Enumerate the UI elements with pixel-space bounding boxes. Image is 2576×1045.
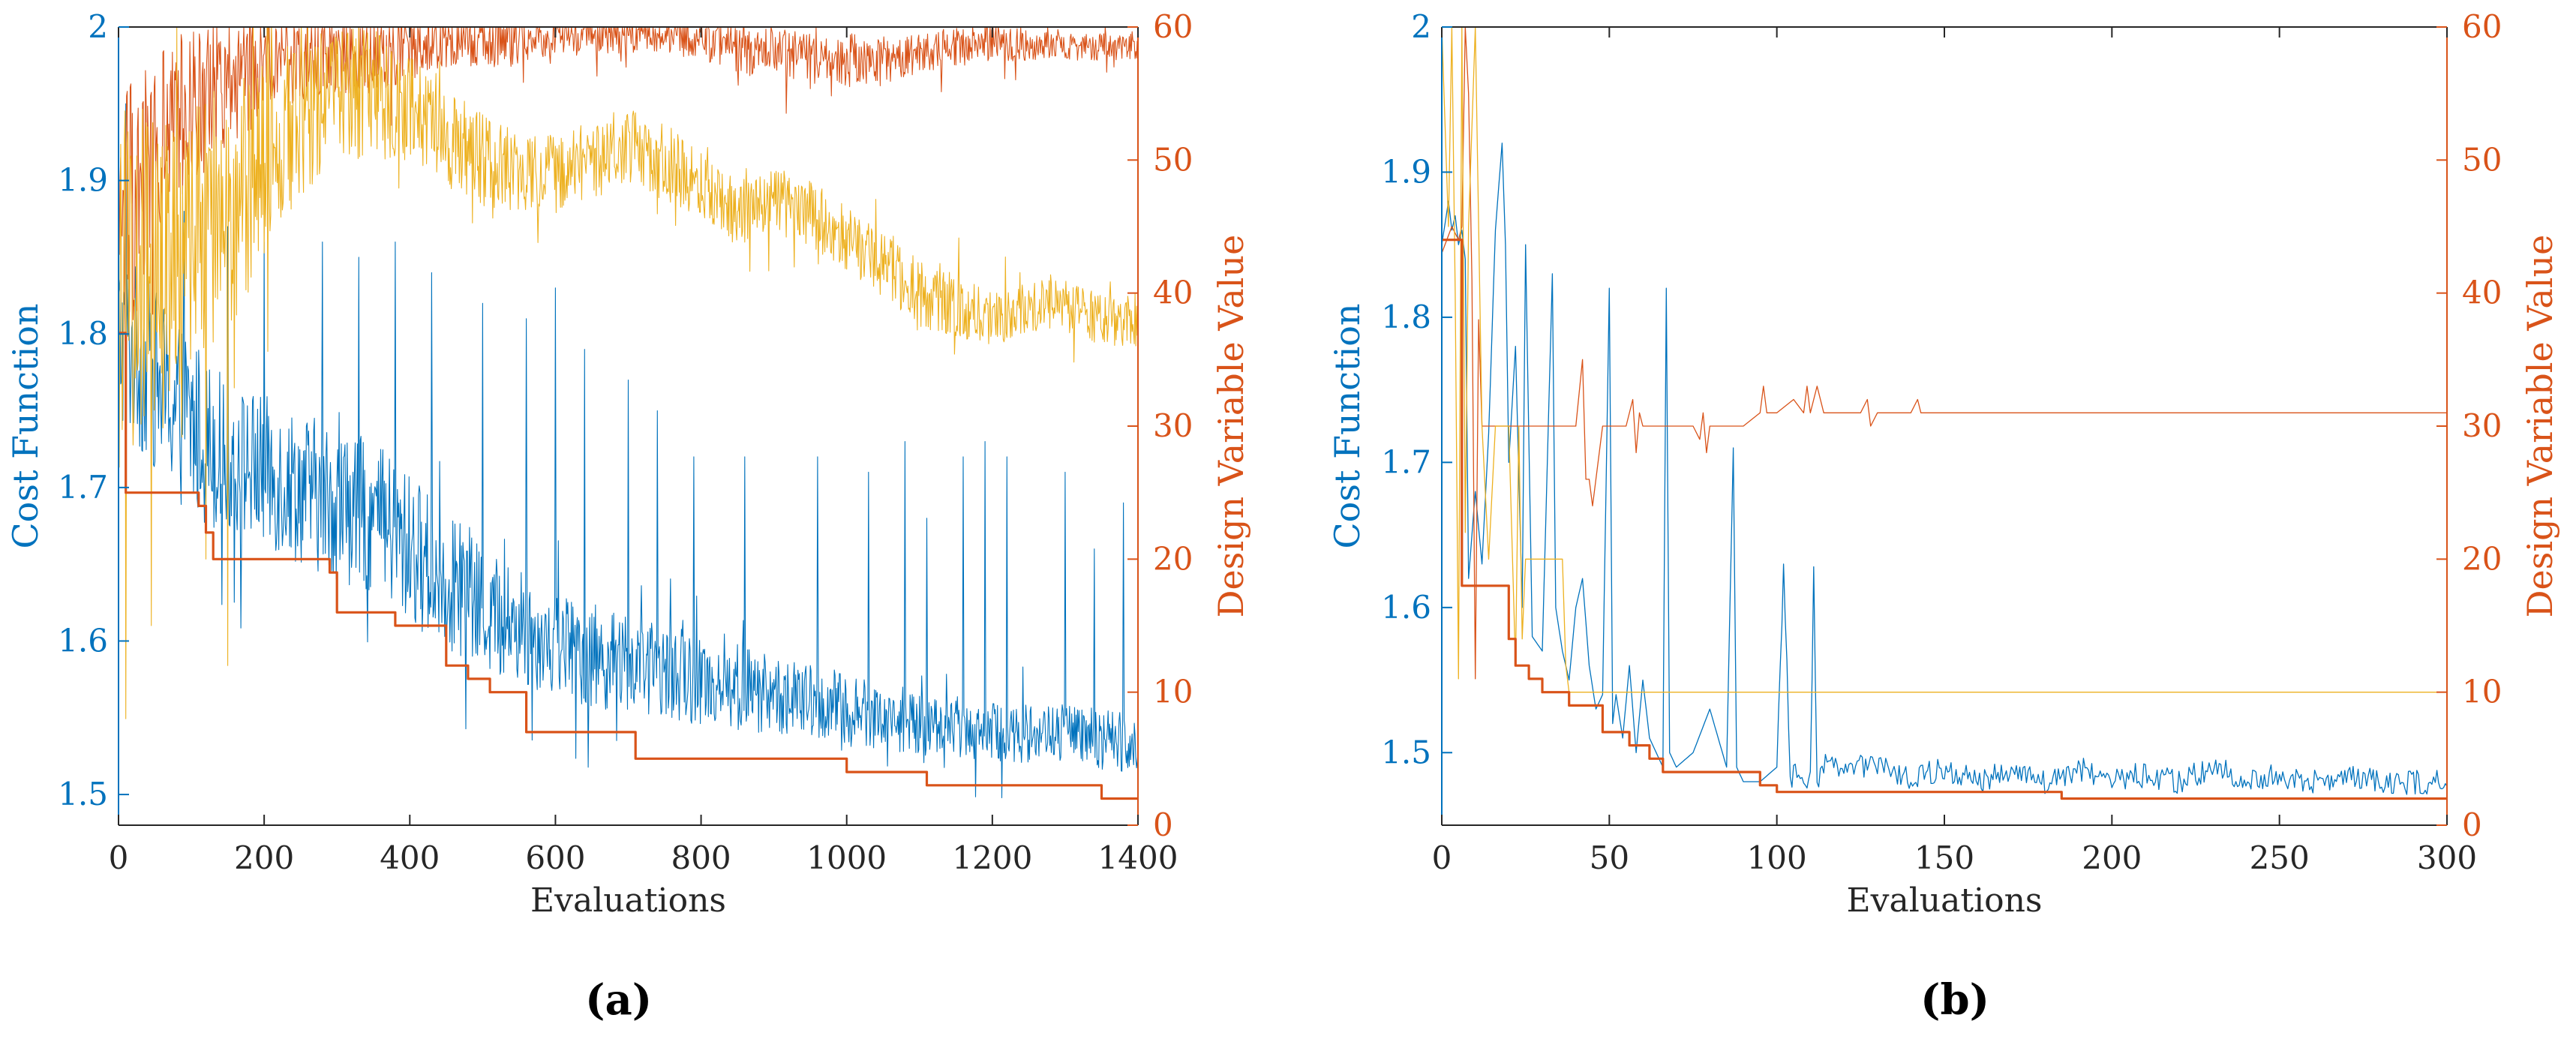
panel-label-a: (a) <box>585 975 653 1025</box>
left-y-axis-label: Cost Function <box>1327 303 1368 548</box>
left-y-tick-label: 1.5 <box>58 776 108 812</box>
left-y-tick-label: 1.9 <box>1381 153 1431 190</box>
left-y-tick-label: 2 <box>1411 8 1431 45</box>
x-axis-label: Evaluations <box>1846 881 2042 920</box>
plot-area <box>119 27 1138 800</box>
left-y-axis-label: Cost Function <box>5 303 46 548</box>
x-tick-label: 600 <box>525 839 585 876</box>
left-y-tick-label: 1.8 <box>1381 299 1431 335</box>
plot-area <box>1442 27 2447 800</box>
left-y-tick-label: 1.6 <box>58 622 108 659</box>
left-y-tick-label: 1.6 <box>1381 589 1431 626</box>
x-axis-label: Evaluations <box>530 881 726 920</box>
axes: 0 200 400 600 800 1000 1200 14001.51.61.71.81.9… <box>58 8 1193 876</box>
x-tick-label: 150 <box>1914 839 1974 876</box>
series-1-line <box>1442 143 2447 795</box>
chart-panel-b: 0 50 100 150 200 250 3001.51.61.71.81.92010203… <box>1327 8 2560 920</box>
x-tick-label: 200 <box>234 839 294 876</box>
x-tick-label: 800 <box>671 839 731 876</box>
right-y-tick-label: 30 <box>2462 407 2502 444</box>
x-tick-label: 250 <box>2250 839 2310 876</box>
right-y-axis-label: Design Variable Value <box>2520 235 2560 618</box>
right-y-tick-label: 10 <box>2462 674 2502 710</box>
right-y-tick-label: 10 <box>1153 674 1193 710</box>
right-y-tick-label: 0 <box>1153 806 1173 843</box>
right-y-tick-label: 60 <box>1153 8 1193 45</box>
right-y-axis-label: Design Variable Value <box>1211 235 1251 618</box>
series-2-line <box>1442 27 2447 680</box>
right-y-tick-label: 50 <box>1153 141 1193 178</box>
right-y-tick-label: 20 <box>1153 540 1193 577</box>
x-tick-label: 50 <box>1590 839 1629 876</box>
x-tick-label: 0 <box>109 839 129 876</box>
left-y-tick-label: 1.7 <box>58 469 108 506</box>
left-y-tick-label: 1.7 <box>1381 443 1431 480</box>
series-1-line <box>119 103 1138 799</box>
panel-label-b: (b) <box>1920 975 1990 1025</box>
right-y-tick-label: 60 <box>2462 8 2502 45</box>
right-y-tick-label: 0 <box>2462 806 2482 843</box>
right-y-tick-label: 40 <box>2462 275 2502 311</box>
series-4-line <box>1442 239 2447 800</box>
x-tick-label: 1200 <box>952 839 1032 876</box>
right-y-tick-label: 30 <box>1153 407 1193 444</box>
series-3-line <box>1442 27 2447 693</box>
left-y-tick-label: 1.5 <box>1381 734 1431 770</box>
right-y-tick-label: 40 <box>1153 275 1193 311</box>
x-tick-label: 400 <box>380 839 440 876</box>
x-tick-label: 300 <box>2417 839 2477 876</box>
left-y-tick-label: 1.9 <box>58 162 108 199</box>
chart-panel-a: 0 200 400 600 800 1000 1200 14001.51.61.71.81.9… <box>5 8 1251 920</box>
axes: 0 50 100 150 200 250 3001.51.61.71.81.92010203… <box>1381 8 2502 876</box>
right-y-tick-label: 20 <box>2462 540 2502 577</box>
right-y-tick-label: 50 <box>2462 141 2502 178</box>
left-y-tick-label: 1.8 <box>58 315 108 352</box>
x-tick-label: 1400 <box>1098 839 1178 876</box>
series-4-line <box>119 332 1138 800</box>
x-tick-label: 100 <box>1747 839 1807 876</box>
left-y-tick-label: 2 <box>88 8 108 45</box>
x-tick-label: 1000 <box>806 839 887 876</box>
x-tick-label: 0 <box>1432 839 1452 876</box>
x-tick-label: 200 <box>2082 839 2142 876</box>
series-3-line <box>119 27 1138 719</box>
